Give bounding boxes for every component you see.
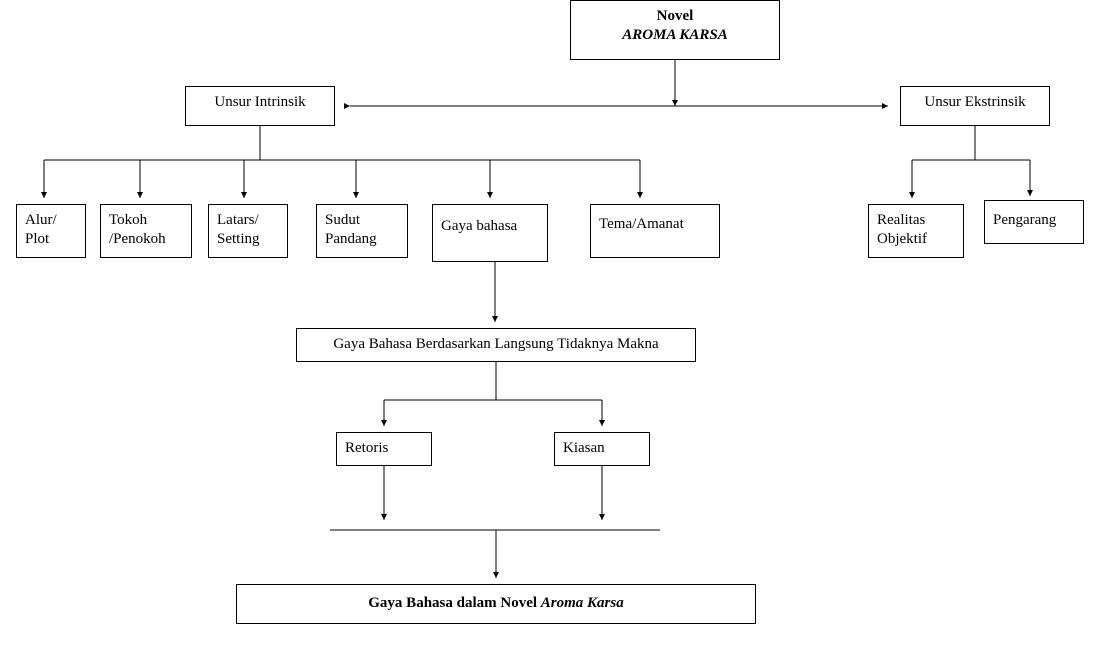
realitas-line2: Objektif (877, 230, 955, 249)
novel-title: Novel (579, 7, 771, 26)
latar-line1: Latars/ (217, 211, 279, 230)
gaya-label: Gaya bahasa (441, 218, 517, 234)
node-tokoh: Tokoh /Penokoh (100, 204, 192, 258)
sudut-line1: Sudut (325, 211, 399, 230)
node-sudut: Sudut Pandang (316, 204, 408, 258)
retoris-label: Retoris (345, 440, 388, 456)
node-alur: Alur/ Plot (16, 204, 86, 258)
makna-label: Gaya Bahasa Berdasarkan Langsung Tidakny… (333, 336, 658, 352)
node-gaya-bahasa: Gaya bahasa (432, 204, 548, 262)
alur-line1: Alur/ (25, 211, 77, 230)
realitas-line1: Realitas (877, 211, 955, 230)
alur-line2: Plot (25, 230, 77, 249)
node-kiasan: Kiasan (554, 432, 650, 466)
node-retoris: Retoris (336, 432, 432, 466)
sudut-line2: Pandang (325, 230, 399, 249)
final-prefix: Gaya Bahasa dalam Novel (368, 595, 541, 611)
node-tema: Tema/Amanat (590, 204, 720, 258)
novel-subtitle: AROMA KARSA (579, 26, 771, 45)
kiasan-label: Kiasan (563, 440, 605, 456)
tokoh-line2: /Penokoh (109, 230, 183, 249)
node-novel: Novel AROMA KARSA (570, 0, 780, 60)
node-intrinsik: Unsur Intrinsik (185, 86, 335, 126)
node-ekstrinsik: Unsur Ekstrinsik (900, 86, 1050, 126)
final-italic: Aroma Karsa (541, 595, 624, 611)
ekstrinsik-label: Unsur Ekstrinsik (924, 94, 1025, 110)
tokoh-line1: Tokoh (109, 211, 183, 230)
node-latar: Latars/ Setting (208, 204, 288, 258)
node-realitas: Realitas Objektif (868, 204, 964, 258)
node-final: Gaya Bahasa dalam Novel Aroma Karsa (236, 584, 756, 624)
pengarang-label: Pengarang (993, 212, 1056, 228)
node-makna: Gaya Bahasa Berdasarkan Langsung Tidakny… (296, 328, 696, 362)
tema-label: Tema/Amanat (599, 216, 684, 232)
latar-line2: Setting (217, 230, 279, 249)
node-pengarang: Pengarang (984, 200, 1084, 244)
intrinsik-label: Unsur Intrinsik (214, 94, 305, 110)
